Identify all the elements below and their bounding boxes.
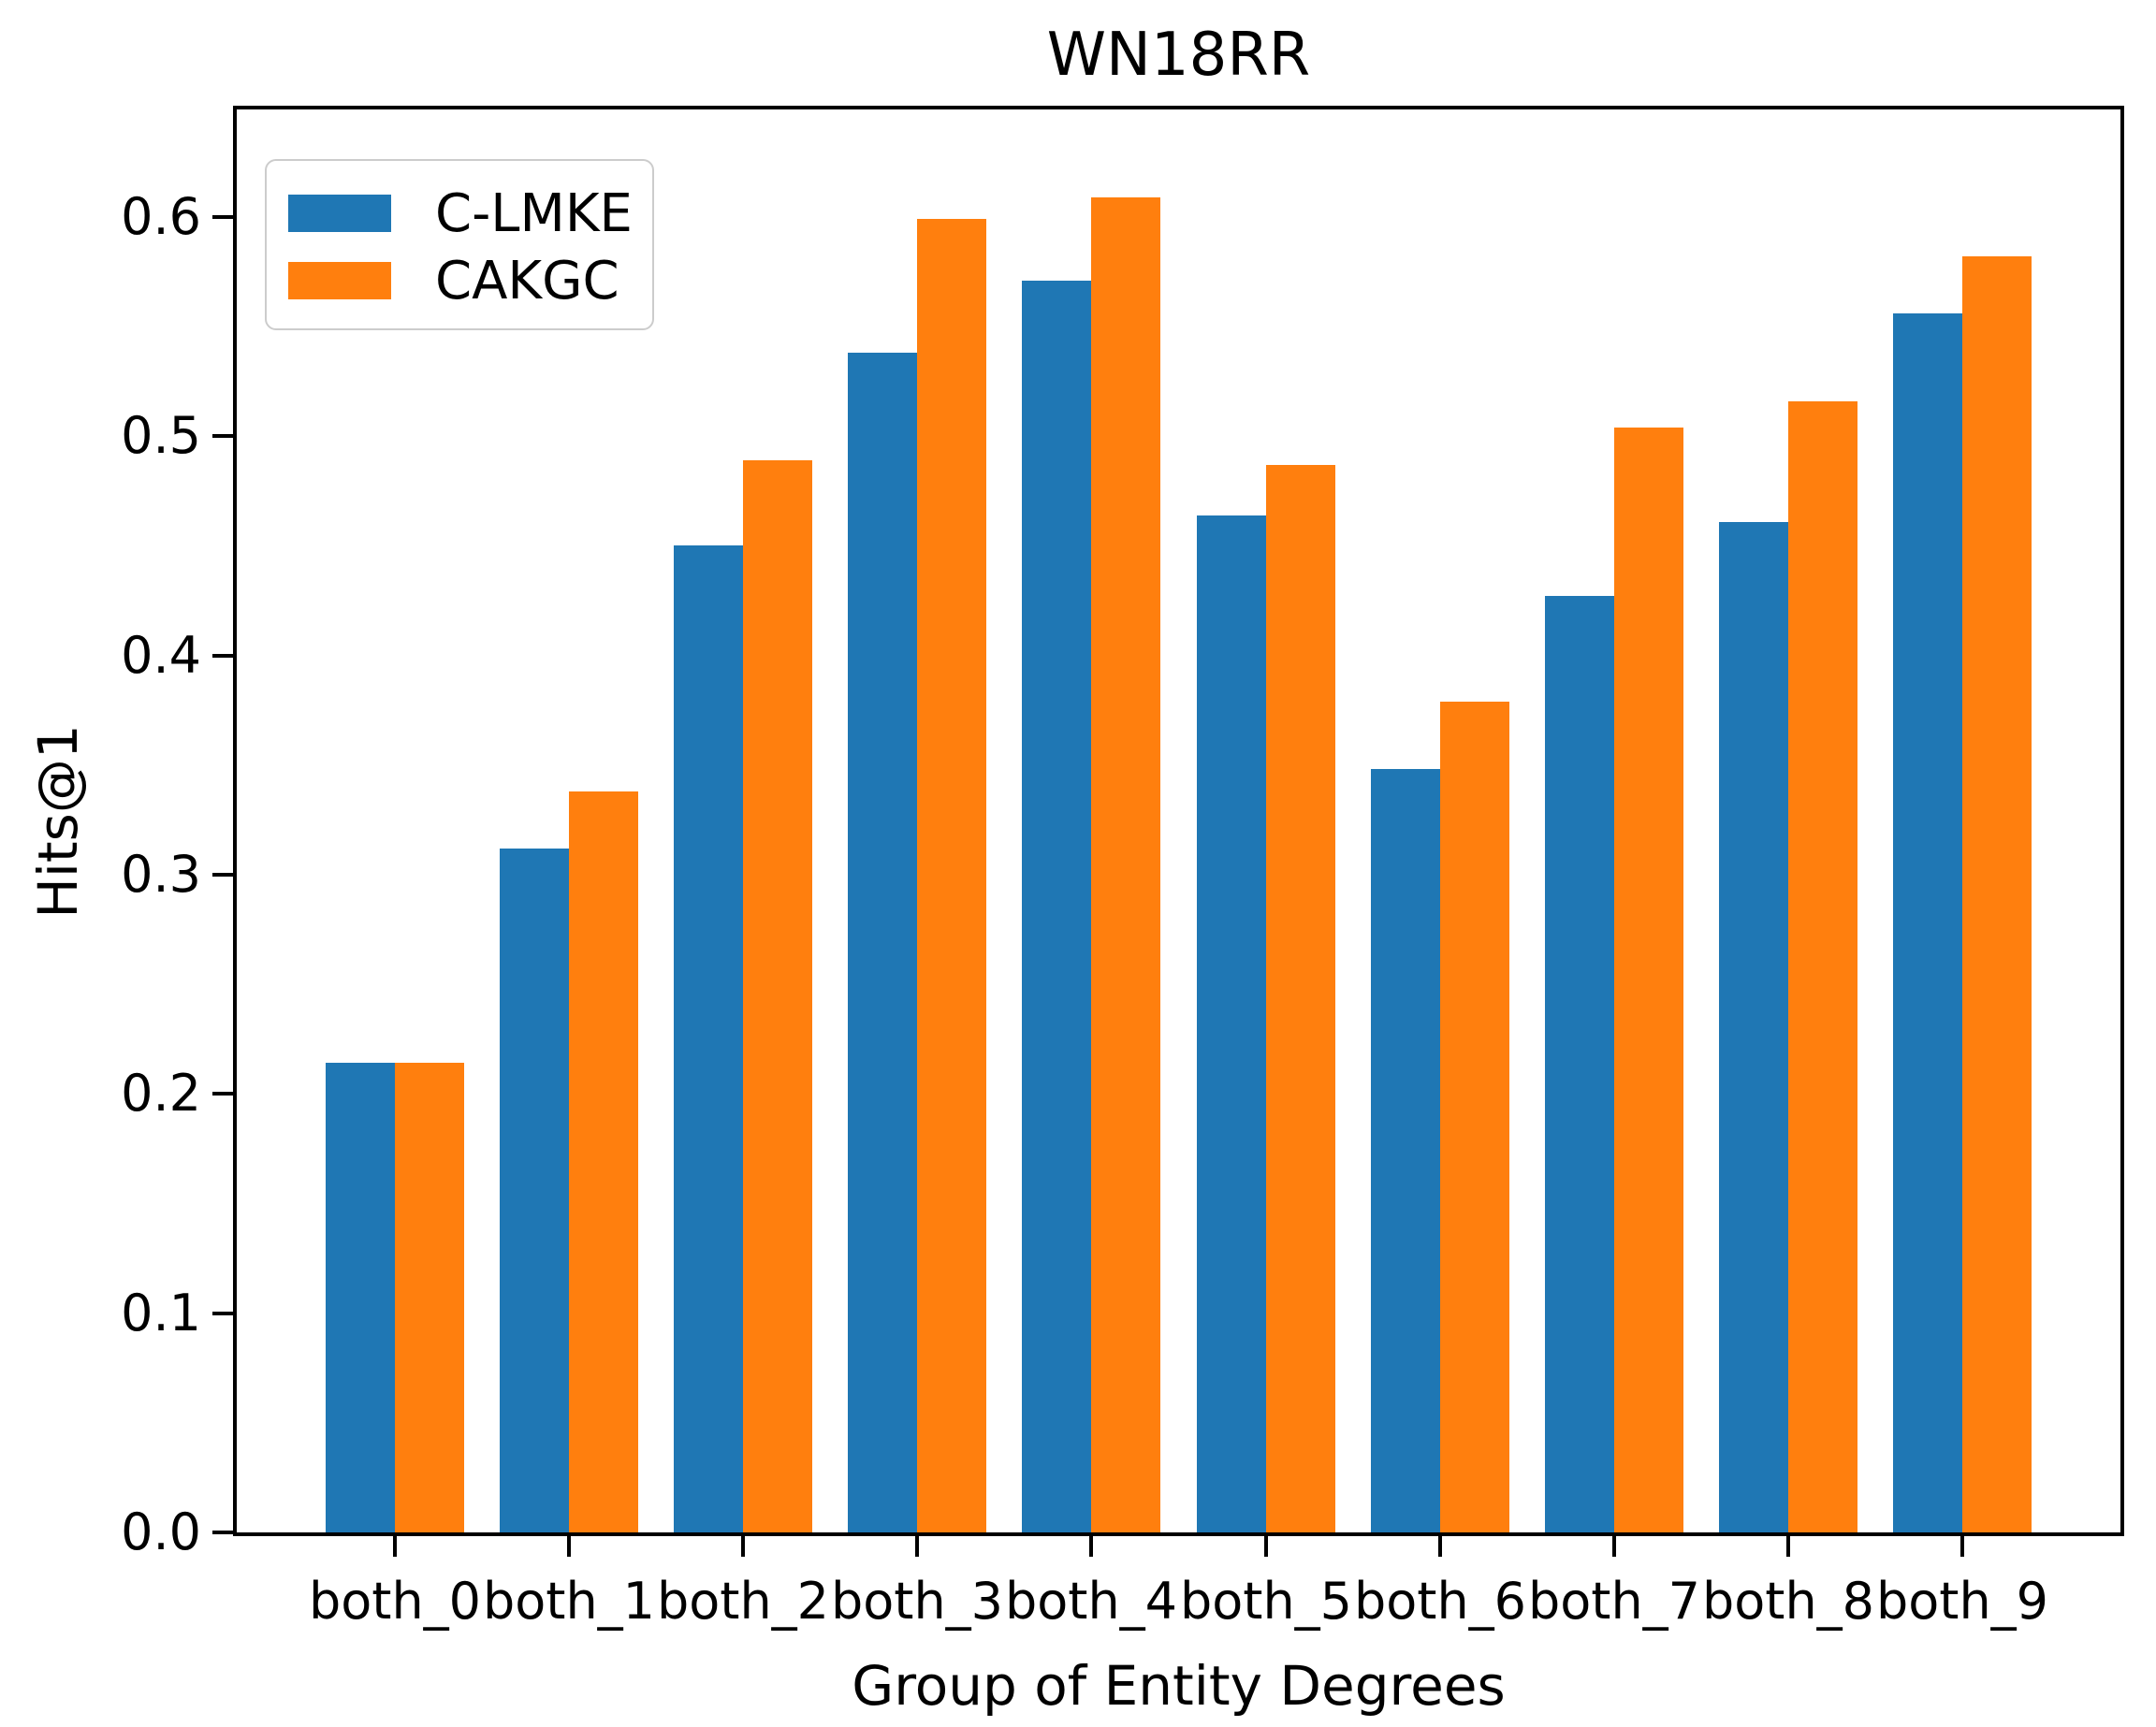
x-tick-mark-both-0 (393, 1536, 397, 1557)
bar-c-lmke-both-2 (674, 545, 743, 1532)
bar-c-lmke-both-8 (1719, 522, 1788, 1532)
bar-cakgc-both-3 (917, 219, 986, 1532)
x-tick-mark-both-9 (1960, 1536, 1964, 1557)
x-tick-label-both-5: both_5 (1179, 1572, 1353, 1631)
x-tick-label-both-7: both_7 (1527, 1572, 1701, 1631)
y-tick-label-0-6: 0.6 (121, 187, 201, 246)
y-tick-mark-0-3 (212, 873, 233, 877)
x-tick-mark-both-6 (1438, 1536, 1442, 1557)
y-tick-label-0-2: 0.2 (121, 1064, 201, 1123)
x-tick-label-both-6: both_6 (1353, 1572, 1527, 1631)
legend-item-cakgc: CAKGC (288, 247, 652, 314)
bar-c-lmke-both-1 (500, 849, 569, 1532)
y-tick-mark-0-0 (212, 1531, 233, 1534)
legend-item-c-lmke: C-LMKE (288, 180, 652, 247)
bar-cakgc-both-7 (1614, 428, 1683, 1532)
bar-cakgc-both-6 (1440, 702, 1509, 1532)
y-tick-label-0-1: 0.1 (121, 1284, 201, 1342)
y-tick-label-0-3: 0.3 (121, 845, 201, 904)
bar-c-lmke-both-6 (1371, 769, 1440, 1532)
y-tick-label-0-4: 0.4 (121, 626, 201, 685)
x-tick-label-both-1: both_1 (482, 1572, 656, 1631)
x-tick-mark-both-2 (741, 1536, 745, 1557)
bar-cakgc-both-9 (1962, 256, 2032, 1532)
y-tick-mark-0-6 (212, 215, 233, 219)
y-tick-mark-0-4 (212, 654, 233, 658)
legend-label-cakgc: CAKGC (435, 250, 619, 312)
legend-label-c-lmke: C-LMKE (435, 182, 633, 244)
x-tick-label-both-0: both_0 (308, 1572, 482, 1631)
bar-cakgc-both-2 (743, 460, 812, 1532)
x-tick-mark-both-3 (915, 1536, 919, 1557)
x-tick-label-both-4: both_4 (1004, 1572, 1178, 1631)
y-tick-label-0-5: 0.5 (121, 406, 201, 465)
chart-title: WN18RR (1046, 21, 1311, 90)
y-tick-mark-0-2 (212, 1092, 233, 1096)
x-tick-label-both-3: both_3 (830, 1572, 1004, 1631)
x-tick-label-both-2: both_2 (656, 1572, 830, 1631)
x-tick-mark-both-1 (567, 1536, 571, 1557)
plot-area (233, 106, 2124, 1536)
y-tick-mark-0-1 (212, 1312, 233, 1315)
bar-c-lmke-both-0 (326, 1063, 395, 1532)
x-tick-mark-both-5 (1264, 1536, 1268, 1557)
y-tick-mark-0-5 (212, 434, 233, 438)
legend-swatch-cakgc (288, 262, 391, 299)
x-tick-mark-both-4 (1089, 1536, 1093, 1557)
bar-c-lmke-both-4 (1022, 281, 1091, 1532)
x-tick-mark-both-7 (1612, 1536, 1616, 1557)
bar-cakgc-both-1 (569, 791, 638, 1532)
bar-cakgc-both-0 (395, 1063, 464, 1532)
bar-c-lmke-both-7 (1545, 596, 1614, 1532)
legend: C-LMKE CAKGC (265, 159, 654, 330)
x-axis-label: Group of Entity Degrees (852, 1654, 1506, 1718)
x-tick-mark-both-8 (1786, 1536, 1790, 1557)
y-tick-label-0-0: 0.0 (121, 1502, 201, 1561)
x-tick-label-both-9: both_9 (1875, 1572, 2049, 1631)
bar-cakgc-both-5 (1266, 465, 1335, 1532)
bar-cakgc-both-4 (1091, 197, 1160, 1532)
bar-c-lmke-both-3 (848, 353, 917, 1532)
bar-c-lmke-both-5 (1197, 515, 1266, 1532)
legend-swatch-c-lmke (288, 195, 391, 232)
x-tick-label-both-8: both_8 (1701, 1572, 1875, 1631)
bar-c-lmke-both-9 (1893, 313, 1962, 1532)
bar-cakgc-both-8 (1788, 401, 1857, 1532)
